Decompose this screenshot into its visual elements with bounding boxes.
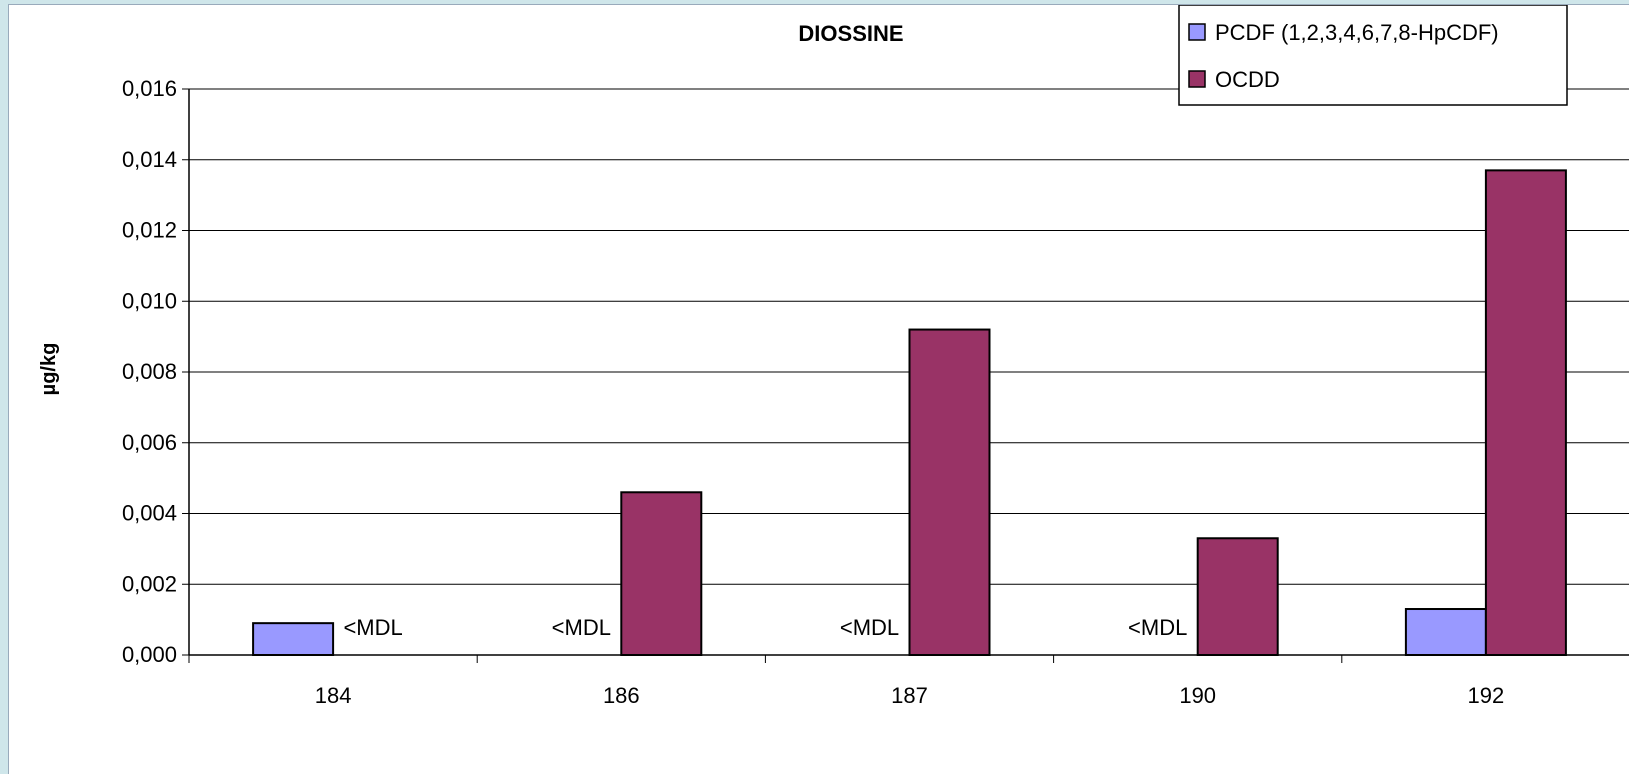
legend-swatch [1188,70,1206,88]
bar [620,491,703,656]
chart-title: DIOSSINE [798,21,903,46]
y-tick-label: 0,014 [122,147,177,172]
bar [1404,608,1487,657]
bar [908,328,991,656]
bar [1196,537,1279,657]
legend-label: PCDF (1,2,3,4,6,7,8-HpCDF) [1215,20,1499,45]
chart-svg: DIOSSINE µg/kg 0,000 0,002 0,004 0,006 0,008… [38,5,1629,708]
y-tick-label: 0,008 [122,359,177,384]
y-tick-label: 0,010 [122,288,177,313]
y-tick-label: 0,000 [122,642,177,667]
legend: PCDF (1,2,3,4,6,7,8-HpCDF) OCDD [1178,5,1568,106]
legend-label: OCDD [1215,67,1280,92]
y-axis-label: µg/kg [38,343,60,396]
x-tick-label: 187 [891,683,928,708]
data-annotation: <MDL [343,615,402,640]
bar [1484,169,1567,657]
y-tick-label: 0,012 [122,218,177,243]
x-tick-label: 192 [1468,683,1505,708]
y-tick-label: 0,002 [122,571,177,596]
data-annotation: <MDL [552,615,611,640]
bar [252,622,335,656]
legend-swatch [1188,23,1206,41]
data-annotation: <MDL [1128,615,1187,640]
y-tick-label: 0,004 [122,501,177,526]
legend-box [1178,5,1568,106]
y-tick-label: 0,006 [122,430,177,455]
x-tick-label: 184 [315,683,352,708]
x-tick-label: 190 [1179,683,1216,708]
x-tick-label: 186 [603,683,640,708]
chart-frame: DIOSSINE µg/kg 0,000 0,002 0,004 0,006 0,008… [8,4,1629,774]
plot-area: 0,000 0,002 0,004 0,006 0,008 0,010 0,012 0,014… [122,76,1629,708]
y-tick-label: 0,016 [122,76,177,101]
data-annotation: <MDL [840,615,899,640]
